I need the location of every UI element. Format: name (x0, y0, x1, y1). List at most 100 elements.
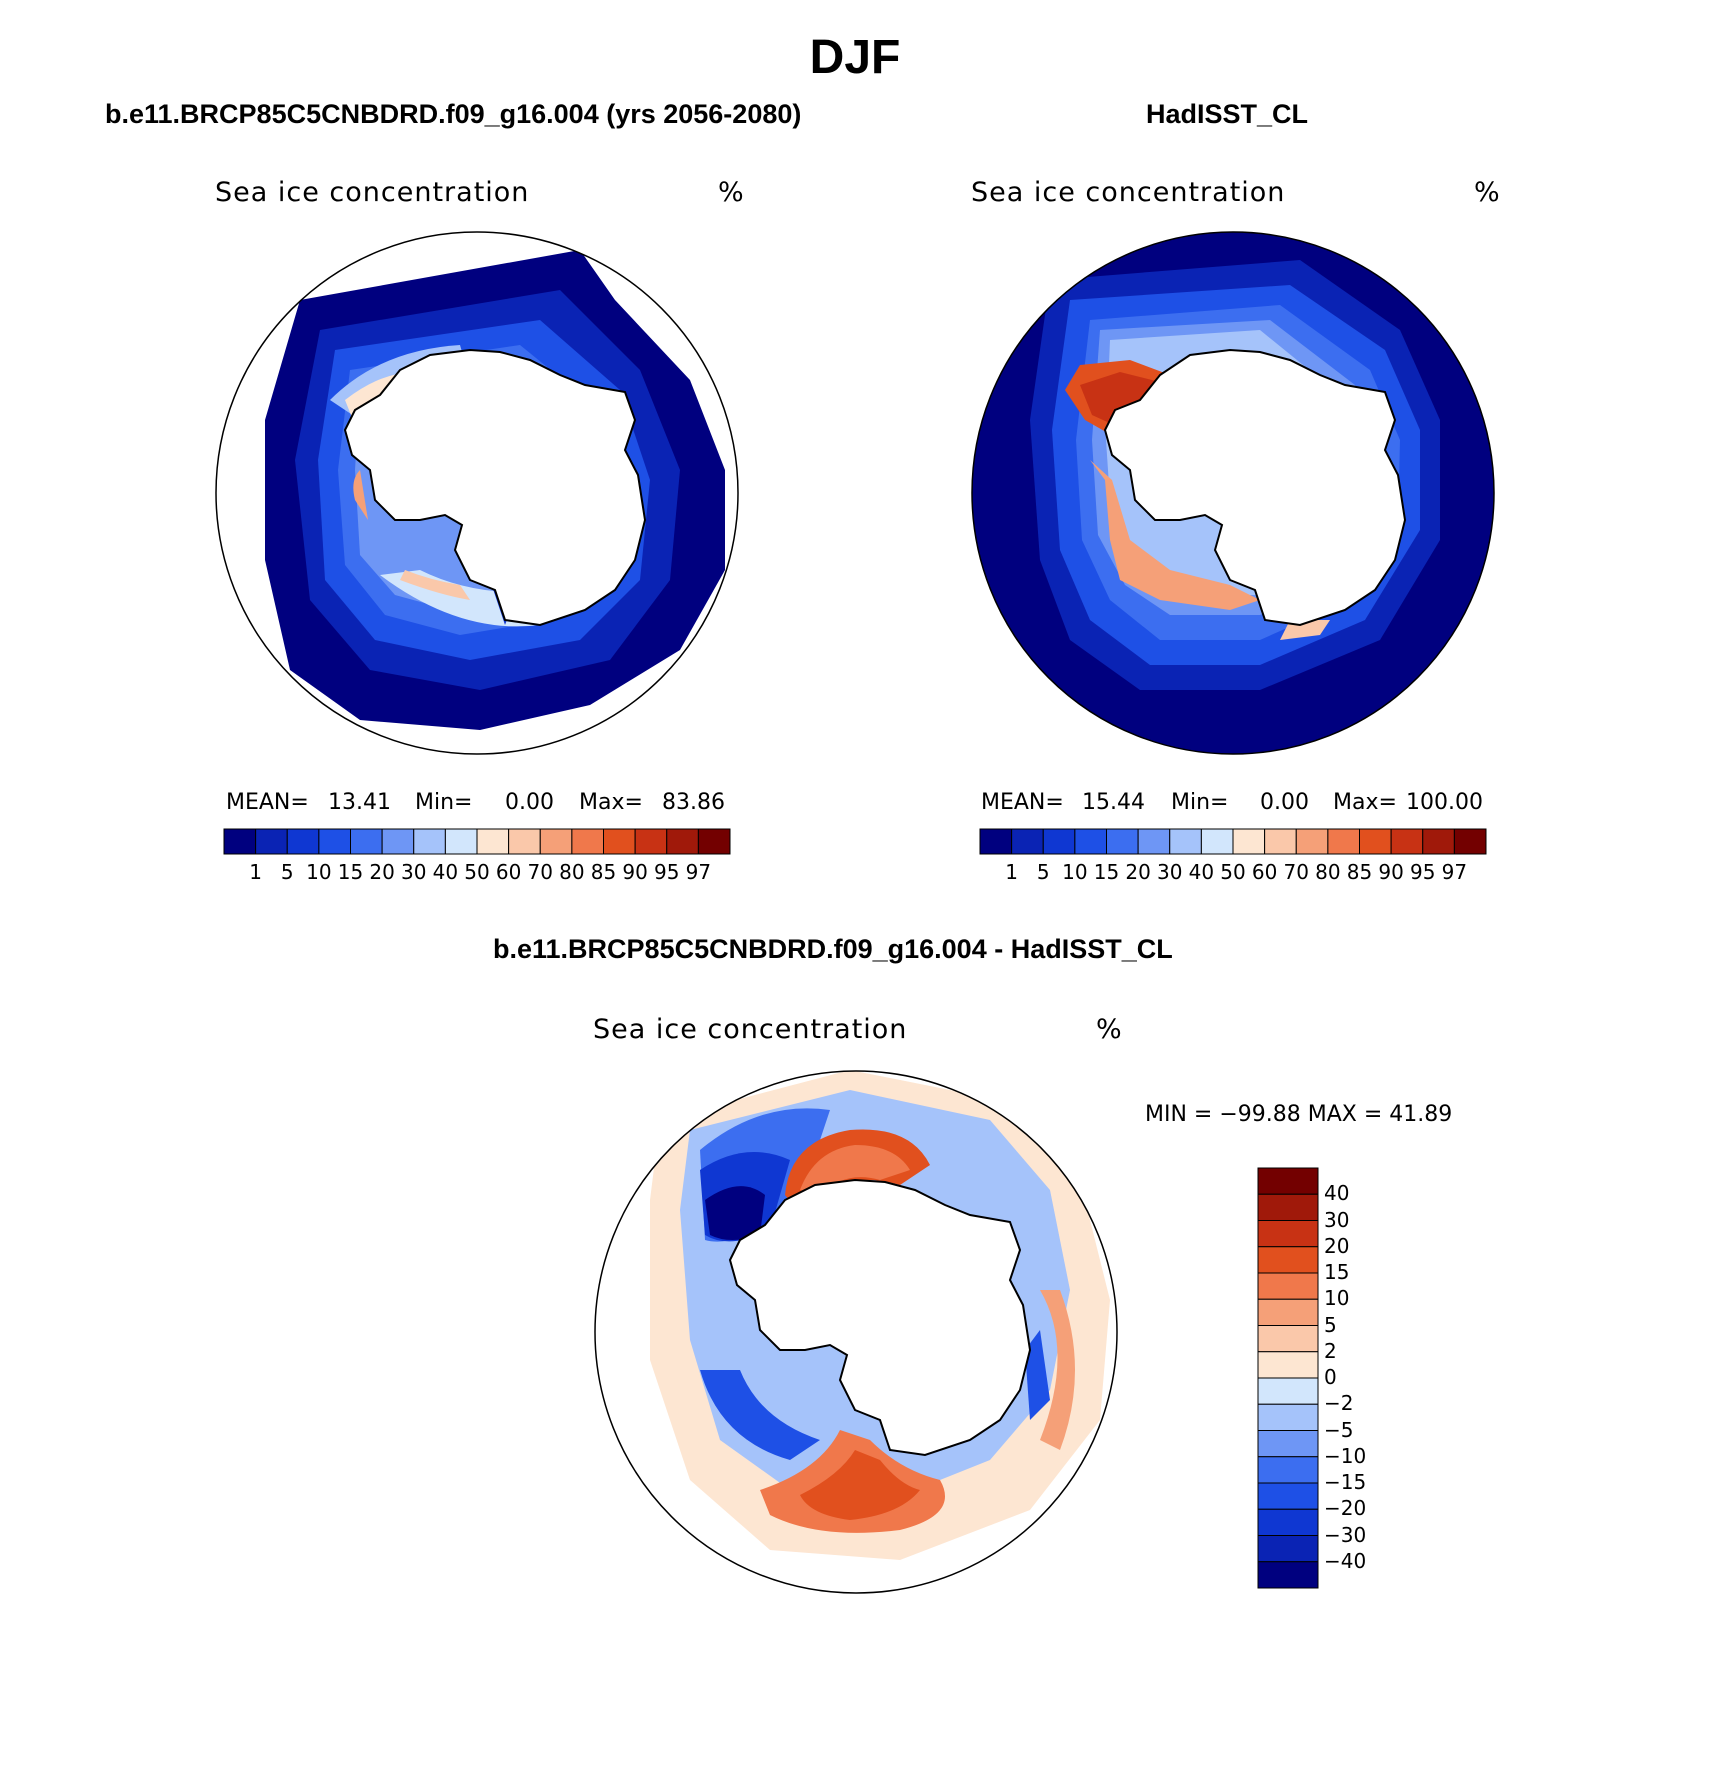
model-colorbar-tick-label: 10 (306, 860, 332, 884)
model-colorbar-swatch (318, 828, 351, 855)
obs-colorbar-tick-label: 90 (1378, 860, 1404, 884)
diff-colorbar-swatch (1257, 1535, 1319, 1563)
diff-colorbar-swatch (1257, 1193, 1319, 1221)
obs-panel-title: HadISST_CL (1146, 99, 1309, 129)
model-map (215, 231, 739, 755)
obs-colorbar-tick-label: 85 (1346, 860, 1373, 884)
model-mean-value: 13.41 (328, 790, 391, 815)
model-colorbar-tick-label: 1 (249, 860, 262, 884)
obs-colorbar-swatch (1169, 828, 1202, 855)
obs-colorbar-tick-label: 60 (1251, 860, 1278, 884)
model-colorbar-tick-label: 50 (464, 860, 490, 884)
model-colorbar-swatch (223, 828, 257, 855)
obs-colorbar-swatch (1390, 828, 1424, 855)
model-colorbar-tick-label: 80 (559, 860, 585, 884)
obs-colorbar-tick-label: 15 (1093, 860, 1120, 884)
model-map-border (215, 231, 739, 755)
model-panel-title: b.e11.BRCP85C5CNBDRD.f09_g16.004 (yrs 20… (105, 99, 802, 129)
diff-colorbar-tick-label: 15 (1324, 1260, 1350, 1284)
obs-colorbar-tick-label: 70 (1283, 860, 1309, 884)
obs-units-label: % (1474, 177, 1501, 208)
diff-units-label: % (1096, 1014, 1123, 1045)
obs-colorbar-swatch (1074, 828, 1107, 855)
model-colorbar (223, 828, 731, 855)
obs-map (971, 231, 1495, 755)
model-colorbar-swatch (381, 828, 415, 855)
obs-colorbar-swatch (1359, 828, 1392, 855)
diff-map (594, 1070, 1118, 1594)
model-min-label: Min= (415, 790, 473, 815)
obs-colorbar-tick-label: 30 (1157, 860, 1183, 884)
obs-max-value: 100.00 (1406, 790, 1483, 815)
diff-colorbar-tick-label: 2 (1324, 1338, 1337, 1363)
diff-colorbar-tick-label: −2 (1324, 1391, 1354, 1416)
diff-variable-label: Sea ice concentration (593, 1014, 908, 1045)
diff-colorbar-swatch (1257, 1377, 1319, 1405)
diff-colorbar (1257, 1167, 1319, 1589)
model-colorbar-swatch (444, 828, 478, 855)
diff-colorbar-swatch (1257, 1298, 1319, 1326)
obs-colorbar-swatch (1295, 828, 1329, 855)
model-mean-label: MEAN= (226, 790, 309, 815)
model-variable-label: Sea ice concentration (215, 177, 530, 208)
diff-colorbar-tick-label: 20 (1324, 1233, 1350, 1258)
obs-mean-label: MEAN= (981, 790, 1064, 815)
obs-max-label: Max= (1333, 790, 1397, 815)
obs-variable-label: Sea ice concentration (971, 177, 1286, 208)
diff-antarctica-outline (728, 1178, 1032, 1457)
model-colorbar-tick-label: 70 (527, 860, 553, 884)
obs-colorbar-swatch (1264, 828, 1297, 855)
obs-colorbar-tick-label: 95 (1410, 860, 1436, 884)
obs-colorbar-swatch (1453, 828, 1487, 855)
model-colorbar-tick-label: 60 (495, 860, 522, 884)
obs-mean-value: 15.44 (1082, 790, 1145, 815)
model-colorbar-swatch (697, 828, 731, 855)
obs-colorbar-tick-label: 40 (1188, 860, 1215, 884)
model-colorbar-tick-label: 90 (622, 860, 648, 884)
obs-colorbar-tick-label: 20 (1125, 860, 1151, 884)
model-colorbar-swatch (286, 828, 320, 855)
obs-colorbar-swatch (1200, 828, 1234, 855)
obs-colorbar-swatch (1327, 828, 1360, 855)
diff-colorbar-tick-label: −30 (1324, 1522, 1367, 1547)
diff-map-border (594, 1070, 1118, 1594)
model-colorbar-tick-label: 97 (685, 860, 712, 884)
diff-colorbar-swatch (1257, 1430, 1319, 1458)
model-colorbar-swatch (255, 828, 288, 855)
model-colorbar-swatch (571, 828, 604, 855)
model-colorbar-swatch (603, 828, 636, 855)
diff-colorbar-swatch (1257, 1325, 1319, 1353)
obs-colorbar-swatch (1137, 828, 1171, 855)
model-colorbar-tick-label: 20 (369, 860, 395, 884)
diff-colorbar-swatch (1257, 1403, 1319, 1431)
obs-colorbar-tick-label: 97 (1441, 860, 1468, 884)
model-colorbar-tick-label: 40 (432, 860, 459, 884)
diff-colorbar-swatch (1257, 1246, 1319, 1274)
obs-colorbar-tick-label: 50 (1220, 860, 1246, 884)
obs-colorbar-swatch (979, 828, 1013, 855)
model-colorbar-tick-label: 95 (654, 860, 680, 884)
obs-colorbar-swatch (1232, 828, 1266, 855)
model-antarctica-outline (343, 348, 647, 627)
diff-colorbar-tick-label: −5 (1324, 1417, 1354, 1442)
model-colorbar-swatch (350, 828, 383, 855)
model-colorbar-swatch (634, 828, 668, 855)
model-colorbar-swatch (413, 828, 446, 855)
diff-colorbar-swatch (1257, 1220, 1319, 1248)
diff-colorbar-tick-label: 10 (1324, 1286, 1350, 1311)
obs-colorbar (979, 828, 1487, 855)
diff-colorbar-swatch (1257, 1456, 1319, 1484)
diff-colorbar-swatch (1257, 1272, 1319, 1300)
diff-colorbar-swatch (1257, 1167, 1319, 1195)
obs-colorbar-tick-label: 10 (1062, 860, 1088, 884)
diff-colorbar-tick-label: 0 (1324, 1365, 1337, 1389)
diff-minmax-text: MIN = −99.88 MAX = 41.89 (1145, 1102, 1453, 1127)
main-title: DJF (809, 31, 901, 84)
model-colorbar-swatch (476, 828, 510, 855)
obs-colorbar-swatch (1422, 828, 1455, 855)
model-max-label: Max= (579, 790, 643, 815)
obs-min-value: 0.00 (1260, 790, 1309, 815)
diff-colorbar-swatch (1257, 1561, 1319, 1589)
model-colorbar-tick-label: 30 (401, 860, 427, 884)
obs-colorbar-swatch (1106, 828, 1139, 855)
